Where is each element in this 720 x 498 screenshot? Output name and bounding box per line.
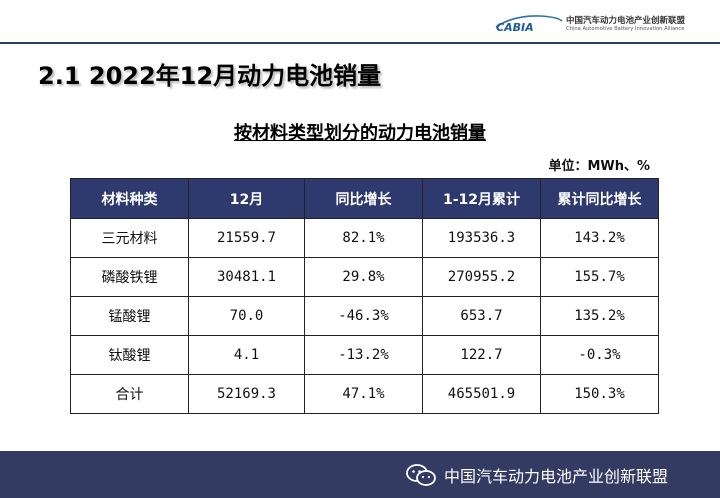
cell-material: 合计 bbox=[70, 374, 189, 414]
table-row: 磷酸铁锂 30481.1 29.8% 270955.2 155.7% bbox=[70, 257, 659, 297]
cell-yoy: 47.1% bbox=[304, 374, 423, 414]
cell-december: 30481.1 bbox=[188, 257, 305, 297]
slide-title: 2.1 2022年12月动力电池销量 bbox=[38, 62, 382, 90]
cabia-logo: CABIA 中国汽车动力电池产业创新联盟 China Automotive Ba… bbox=[494, 10, 714, 38]
header-cell-material: 材料种类 bbox=[70, 178, 189, 219]
unit-label: 单位：MWh、% bbox=[548, 159, 650, 174]
table-row: 锰酸锂 70.0 -46.3% 653.7 135.2% bbox=[70, 296, 659, 336]
header-cell-yoy: 同比增长 bbox=[304, 178, 423, 219]
cell-cumulative-yoy: 135.2% bbox=[540, 296, 659, 336]
cell-cumulative-yoy: 150.3% bbox=[540, 374, 659, 414]
sales-table: 材料种类 12月 同比增长 1-12月累计 累计同比增长 三元材料 21559.… bbox=[70, 178, 659, 414]
table-row-total: 合计 52169.3 47.1% 465501.9 150.3% bbox=[70, 374, 659, 414]
cell-cumulative: 653.7 bbox=[422, 296, 541, 336]
cell-material: 钛酸锂 bbox=[70, 335, 189, 375]
org-name-cn: 中国汽车动力电池产业创新联盟 bbox=[566, 16, 686, 26]
cell-cumulative: 193536.3 bbox=[422, 218, 541, 258]
footer-bar: 中国汽车动力电池产业创新联盟 bbox=[0, 451, 720, 498]
header-cell-cumulative-yoy: 累计同比增长 bbox=[540, 178, 659, 219]
cell-cumulative: 122.7 bbox=[422, 335, 541, 375]
table-row: 三元材料 21559.7 82.1% 193536.3 143.2% bbox=[70, 218, 659, 258]
wechat-icon bbox=[406, 464, 436, 486]
cell-december: 21559.7 bbox=[188, 218, 305, 258]
cell-yoy: 29.8% bbox=[304, 257, 423, 297]
org-name-en: China Automotive Battery Innovation Alli… bbox=[566, 26, 685, 32]
cell-december: 4.1 bbox=[188, 335, 305, 375]
table-row: 钛酸锂 4.1 -13.2% 122.7 -0.3% bbox=[70, 335, 659, 375]
header-cell-december: 12月 bbox=[188, 178, 305, 219]
cell-december: 70.0 bbox=[188, 296, 305, 336]
cell-yoy: 82.1% bbox=[304, 218, 423, 258]
cell-material: 锰酸锂 bbox=[70, 296, 189, 336]
header-rule bbox=[0, 42, 720, 44]
footer-org-name: 中国汽车动力电池产业创新联盟 bbox=[444, 467, 669, 486]
header-cell-cumulative: 1-12月累计 bbox=[422, 178, 541, 219]
cell-material: 三元材料 bbox=[70, 218, 189, 258]
table-header-row: 材料种类 12月 同比增长 1-12月累计 累计同比增长 bbox=[70, 178, 659, 219]
cell-cumulative-yoy: -0.3% bbox=[540, 335, 659, 375]
logo-wordmark: CABIA bbox=[496, 21, 534, 34]
cell-material: 磷酸铁锂 bbox=[70, 257, 189, 297]
table-title: 按材料类型划分的动力电池销量 bbox=[234, 123, 486, 144]
cell-cumulative-yoy: 155.7% bbox=[540, 257, 659, 297]
cell-yoy: -46.3% bbox=[304, 296, 423, 336]
cell-december: 52169.3 bbox=[188, 374, 305, 414]
cell-cumulative: 270955.2 bbox=[422, 257, 541, 297]
cell-yoy: -13.2% bbox=[304, 335, 423, 375]
cell-cumulative: 465501.9 bbox=[422, 374, 541, 414]
cabia-logo-mark: CABIA bbox=[495, 15, 563, 34]
cell-cumulative-yoy: 143.2% bbox=[540, 218, 659, 258]
